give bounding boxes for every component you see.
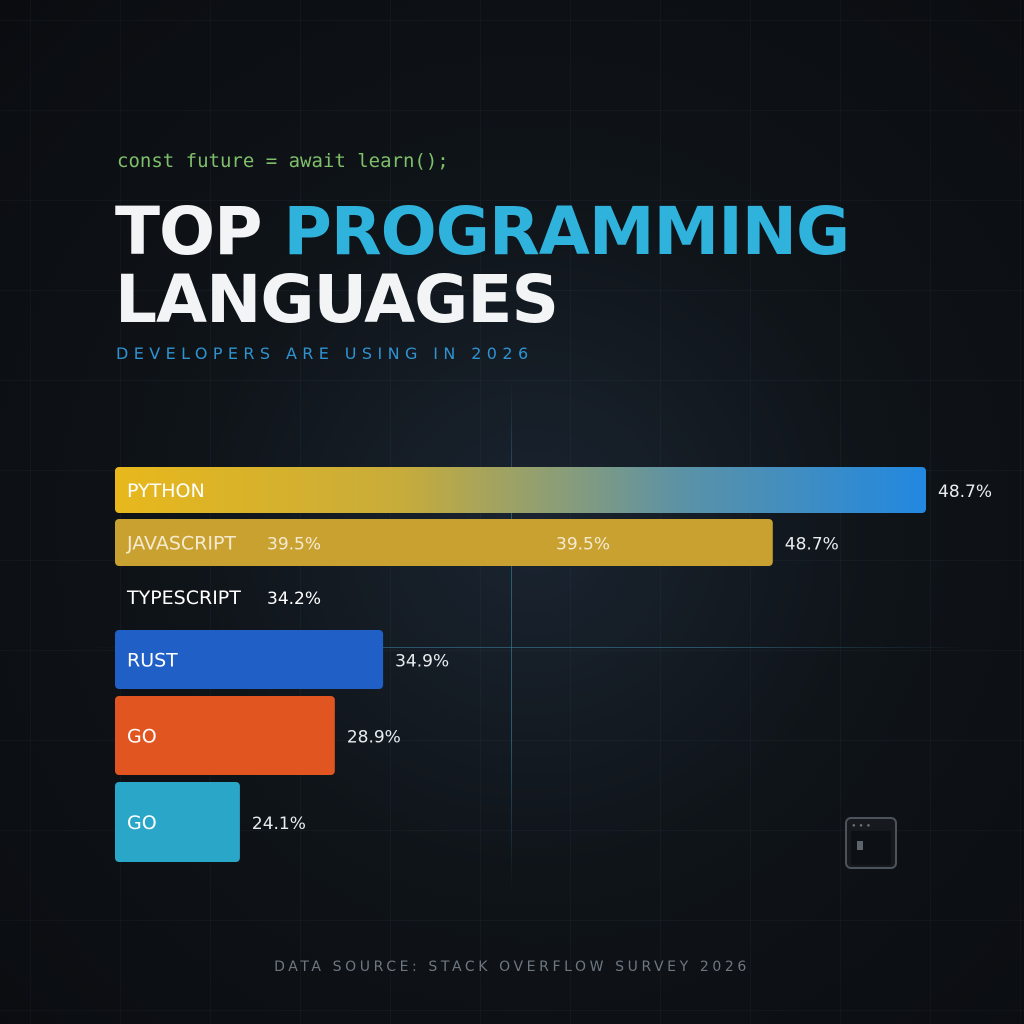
title-accent-programming: PROGRAMMING [283, 193, 850, 270]
category-label-rust: RUST [127, 650, 178, 672]
category-label-go: GO [127, 726, 157, 748]
code-snippet: const future = await learn(); [117, 150, 449, 172]
crosshair-vertical-line [511, 380, 512, 890]
data-source-footer: DATA SOURCE: STACK OVERFLOW SURVEY 2026 [274, 959, 750, 975]
value-label-typescript: 34.2% [267, 589, 321, 609]
bar-python [115, 467, 926, 513]
window-dots-icon: ● ● ● [852, 823, 872, 829]
value-label-rust: 34.9% [395, 652, 449, 672]
bar-rust [115, 630, 384, 689]
value-label-javascript-2: 39.5% [556, 535, 610, 555]
category-label-typescript: TYPESCRIPT [126, 587, 241, 609]
bar-go-2 [115, 782, 240, 862]
page-subtitle: DEVELOPERS ARE USING IN 2026 [116, 344, 534, 363]
value-label-go-2: 24.1% [252, 814, 306, 834]
value-label-javascript-3: 48.7% [785, 535, 839, 555]
category-label-go-2: GO [127, 812, 157, 834]
value-label-python: 48.7% [938, 482, 992, 502]
bar-javascript [115, 519, 773, 566]
value-label-javascript-1: 39.5% [267, 535, 321, 555]
category-label-python: PYTHON [127, 480, 205, 502]
bar-go [115, 696, 335, 775]
value-label-go: 28.9% [347, 728, 401, 748]
crosshair-horizontal-line [90, 647, 970, 648]
terminal-cursor-icon [857, 841, 863, 850]
title-part-languages: LANGUAGES [115, 261, 559, 338]
page-title: TOP PROGRAMMING LANGUAGES [115, 198, 850, 334]
terminal-window-icon: ● ● ● [845, 817, 897, 869]
category-label-javascript: JAVASCRIPT [126, 533, 236, 555]
title-part-top: TOP [115, 193, 284, 270]
bars-layer: PYTHON 48.7% JAVASCRIPT 39.5% 39.5% 48.7% TYPE… [115, 467, 992, 862]
